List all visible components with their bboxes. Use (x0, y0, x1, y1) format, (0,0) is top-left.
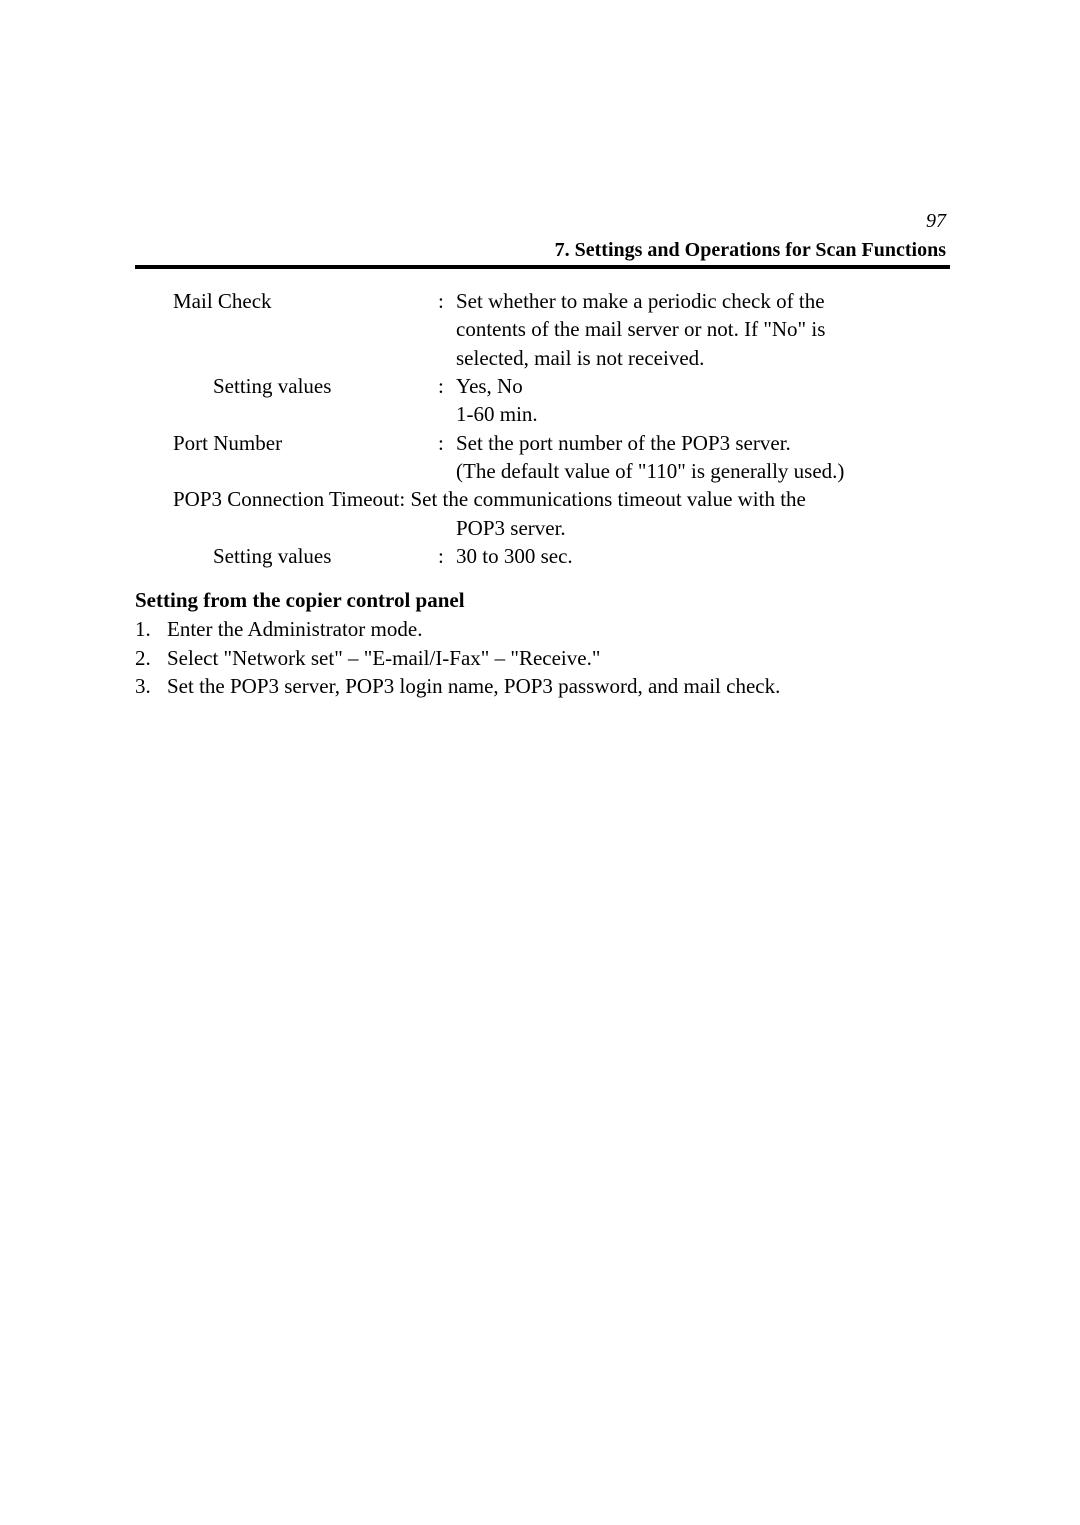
definition-list: Mail Check : Set whether to make a perio… (173, 287, 950, 570)
def-colon: : (438, 287, 456, 315)
def-term: Mail Check (173, 287, 438, 315)
list-text: Enter the Administrator mode. (167, 615, 950, 643)
def-desc-cont: selected, mail is not received. (456, 344, 950, 372)
def-mail-check-values: Setting values : Yes, No (173, 372, 950, 400)
list-text: Select "Network set" – "E-mail/I-Fax" – … (167, 644, 950, 672)
subsection-title: Setting from the copier control panel (135, 588, 950, 613)
page-number: 97 (135, 210, 950, 233)
list-item: 3. Set the POP3 server, POP3 login name,… (135, 672, 950, 700)
def-desc-cont: contents of the mail server or not. If "… (456, 315, 950, 343)
def-desc: Set whether to make a periodic check of … (456, 287, 950, 315)
def-port-number: Port Number : Set the port number of the… (173, 429, 950, 457)
def-term: Setting values (173, 542, 438, 570)
def-desc-cont: POP3 server. (456, 514, 950, 542)
def-desc: Set the port number of the POP3 server. (456, 429, 950, 457)
list-number: 3. (135, 672, 167, 700)
def-colon: : (438, 429, 456, 457)
list-number: 2. (135, 644, 167, 672)
list-text: Set the POP3 server, POP3 login name, PO… (167, 672, 950, 700)
def-desc: Yes, No (456, 372, 950, 400)
def-pop3-timeout: POP3 Connection Timeout: Set the communi… (173, 485, 950, 513)
def-colon: : (438, 542, 456, 570)
list-number: 1. (135, 615, 167, 643)
def-term: Setting values (173, 372, 438, 400)
section-header: 7. Settings and Operations for Scan Func… (135, 239, 950, 269)
def-desc: 30 to 300 sec. (456, 542, 950, 570)
def-desc-cont: (The default value of "110" is generally… (456, 457, 950, 485)
def-timeout-values: Setting values : 30 to 300 sec. (173, 542, 950, 570)
def-term: Port Number (173, 429, 438, 457)
list-item: 1. Enter the Administrator mode. (135, 615, 950, 643)
def-mail-check: Mail Check : Set whether to make a perio… (173, 287, 950, 315)
def-colon: : (438, 372, 456, 400)
list-item: 2. Select "Network set" – "E-mail/I-Fax"… (135, 644, 950, 672)
def-desc-cont: 1-60 min. (456, 400, 950, 428)
steps-list: 1. Enter the Administrator mode. 2. Sele… (135, 615, 950, 700)
